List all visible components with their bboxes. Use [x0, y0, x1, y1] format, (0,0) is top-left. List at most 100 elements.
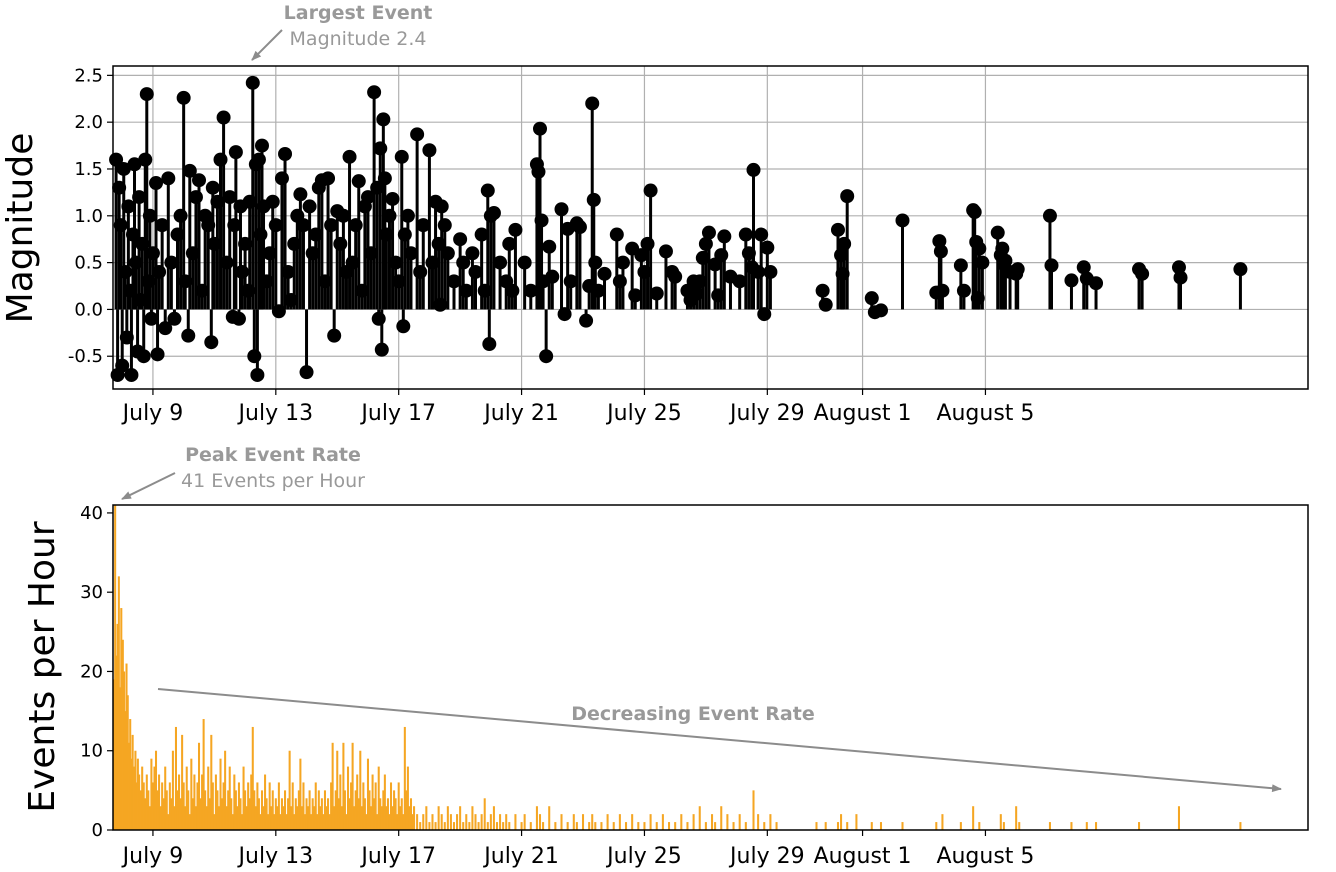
x-tick-label: July 13	[237, 401, 314, 426]
event-rate-bar	[284, 790, 287, 830]
x-tick-label: July 21	[482, 844, 559, 869]
event-rate-bar	[250, 774, 253, 830]
event-rate-bar	[428, 822, 431, 830]
stem-marker	[382, 208, 397, 223]
event-rate-bar	[416, 814, 419, 830]
event-rate-bar	[202, 719, 205, 830]
event-rate-bar	[711, 814, 714, 830]
stem-marker	[376, 112, 391, 127]
event-rate-bar	[164, 766, 167, 830]
event-rate-bar	[181, 734, 184, 830]
event-rate-bar	[600, 822, 603, 830]
event-rate-bar	[154, 750, 158, 830]
y-tick-label: 20	[80, 661, 103, 682]
event-rate-bar	[303, 814, 307, 830]
event-rate-bar	[288, 750, 291, 830]
peak-event-rate-title: Peak Event Rate	[185, 444, 361, 466]
stem-marker	[144, 311, 159, 326]
event-rate-bar	[572, 814, 575, 830]
event-rate-bar	[294, 798, 297, 830]
event-rate-bar	[153, 766, 156, 830]
event-rate-bar	[836, 822, 840, 830]
y-tick-label: 1.0	[74, 206, 103, 227]
event-rate-bar	[548, 806, 551, 830]
stem-marker	[360, 190, 375, 205]
event-rate-bar	[145, 774, 148, 830]
stem-marker	[446, 274, 461, 289]
event-rate-bar	[264, 774, 267, 830]
decreasing-trend-label: Decreasing Event Rate	[571, 703, 814, 725]
decreasing-trend-annotation: Decreasing Event Rate	[157, 688, 1282, 793]
event-rate-bar	[514, 814, 517, 830]
event-rate-bar	[237, 782, 240, 830]
event-rate-bar	[409, 798, 413, 830]
stem-marker	[760, 240, 775, 255]
x-tick-label: July 13	[237, 844, 314, 869]
event-rate-bar	[193, 774, 196, 830]
event-rate-bar	[307, 806, 310, 830]
event-rate-bar	[165, 790, 168, 830]
event-rate-bar	[174, 726, 177, 830]
event-rate-bar	[129, 719, 132, 830]
event-rate-bar	[247, 782, 250, 830]
stem-marker	[746, 162, 761, 177]
stem-marker	[188, 190, 203, 205]
event-rate-bar	[268, 782, 271, 830]
event-rate-bar	[1138, 822, 1141, 830]
event-rate-bar	[300, 806, 303, 830]
event-rate-bar	[383, 774, 386, 830]
event-rate-bar	[147, 790, 150, 830]
event-rate-bar	[824, 822, 827, 830]
event-rate-bar	[176, 790, 179, 830]
event-rate-bar	[480, 814, 483, 830]
event-rate-bar	[575, 822, 578, 830]
stem-marker	[714, 248, 729, 263]
event-rate-bar	[471, 806, 474, 830]
event-rate-bar	[542, 822, 545, 830]
event-rate-bar	[201, 774, 204, 830]
stem-marker	[121, 199, 136, 214]
stem-marker	[434, 199, 449, 214]
event-rate-bar	[159, 806, 162, 830]
event-rate-bar	[1085, 822, 1088, 830]
stem-marker	[995, 241, 1010, 256]
event-rate-bar	[127, 742, 130, 830]
event-rate-bar	[265, 798, 268, 830]
stem-marker	[274, 171, 289, 186]
stem-marker	[235, 264, 250, 279]
event-rate-bar	[468, 822, 471, 830]
stem-marker	[204, 335, 219, 350]
event-rate-bar	[305, 798, 308, 830]
event-rate-bar	[606, 814, 609, 830]
event-rate-bar	[156, 790, 159, 830]
x-tick-label: July 17	[359, 844, 436, 869]
event-rate-bar	[216, 790, 219, 830]
stem-marker	[213, 152, 228, 167]
event-rate-bar	[257, 798, 260, 830]
event-rate-bar	[353, 806, 356, 830]
stem-marker	[176, 90, 191, 105]
stem-marker	[754, 227, 769, 242]
event-rate-bar	[233, 774, 236, 830]
event-rate-bar	[227, 790, 230, 830]
stem-marker	[597, 266, 612, 281]
stem-marker	[1135, 266, 1150, 281]
event-rate-bar	[141, 766, 144, 830]
stem-marker	[181, 328, 196, 343]
stem-marker	[192, 173, 207, 188]
magnitude-y-axis-label: Magnitude	[0, 133, 41, 324]
event-rate-bar	[131, 734, 134, 830]
event-rate-bar	[151, 782, 154, 830]
stem-marker	[138, 152, 153, 167]
event-rate-bar	[316, 814, 319, 830]
stem-marker	[649, 286, 664, 301]
event-rate-bar	[757, 814, 760, 830]
y-tick-label: 10	[80, 741, 103, 762]
stem-marker	[173, 208, 188, 223]
stem-marker	[967, 205, 982, 220]
stem-marker	[410, 127, 425, 142]
event-rate-bar	[362, 782, 365, 830]
event-rate-bar	[775, 822, 778, 830]
event-rate-bar	[256, 782, 259, 830]
event-rate-bar	[855, 814, 858, 830]
